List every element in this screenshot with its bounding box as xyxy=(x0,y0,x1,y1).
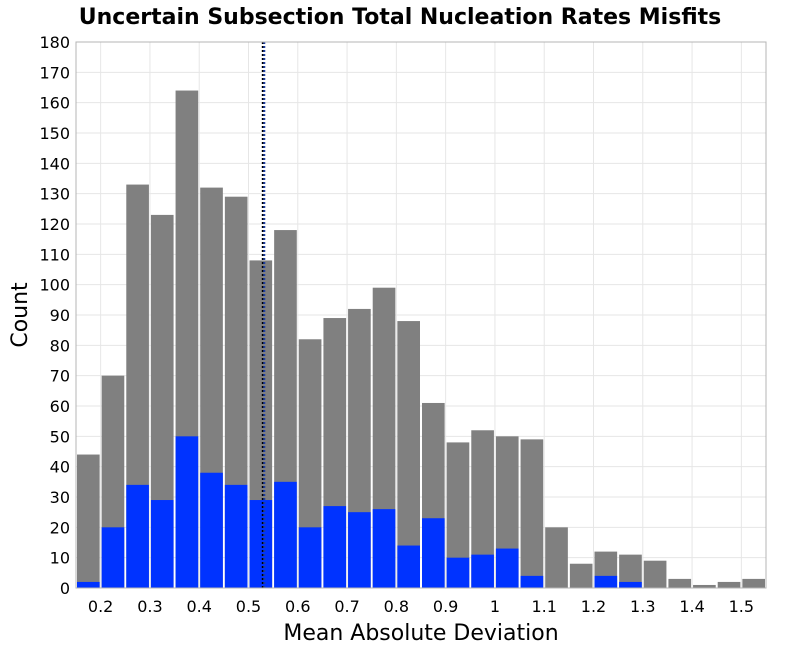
total-bar xyxy=(446,442,470,588)
y-tick-label: 140 xyxy=(39,154,70,173)
y-tick-label: 110 xyxy=(39,245,70,264)
subset-bar xyxy=(422,518,445,588)
subset-bar xyxy=(619,581,642,588)
y-tick-label: 150 xyxy=(39,124,70,143)
total-bar xyxy=(77,454,100,588)
x-tick-label: 1.2 xyxy=(581,597,606,616)
x-tick-label: 0.7 xyxy=(334,597,359,616)
y-tick-label: 20 xyxy=(50,518,70,537)
y-tick-label: 60 xyxy=(50,397,70,416)
y-axis-ticks: 0 10 20 30 40 50 60 70 80 90 100 110 120 130 140 150 160… xyxy=(39,33,70,598)
subset-bar xyxy=(372,509,396,588)
y-tick-label: 40 xyxy=(50,458,70,477)
y-tick-label: 0 xyxy=(60,579,70,598)
subset-bar xyxy=(323,506,347,588)
total-bar xyxy=(545,527,568,588)
subset-bar xyxy=(274,481,297,588)
subset-bar xyxy=(249,500,273,588)
total-bar xyxy=(717,581,741,588)
total-bar xyxy=(742,578,765,588)
total-bar xyxy=(569,563,593,588)
subset-bar xyxy=(150,500,174,588)
y-tick-label: 160 xyxy=(39,94,70,113)
total-bar xyxy=(619,554,642,588)
x-tick-label: 0.3 xyxy=(137,597,162,616)
y-tick-label: 100 xyxy=(39,276,70,295)
subset-bar xyxy=(126,484,149,588)
x-axis-ticks: 0.2 0.3 0.4 0.5 0.6 0.7 0.8 0.9 1 1.1 1.2 1.3 1.4 1.5 xyxy=(88,597,754,616)
total-bar xyxy=(471,430,494,588)
subset-bar xyxy=(298,527,322,588)
subset-bar xyxy=(446,557,470,588)
total-bar xyxy=(150,214,174,588)
x-tick-label: 0.6 xyxy=(285,597,310,616)
y-tick-label: 70 xyxy=(50,367,70,386)
total-bar xyxy=(298,339,322,588)
y-tick-label: 10 xyxy=(50,549,70,568)
subset-bar xyxy=(495,548,519,588)
subset-bar xyxy=(224,484,248,588)
x-tick-label: 1 xyxy=(490,597,500,616)
x-tick-label: 1.5 xyxy=(729,597,754,616)
total-bar xyxy=(693,584,716,588)
subset-bar xyxy=(471,554,494,588)
subset-bar xyxy=(397,545,420,588)
reference-lines xyxy=(261,42,266,588)
subset-bar xyxy=(101,527,125,588)
x-tick-label: 0.8 xyxy=(384,597,409,616)
x-tick-label: 1.4 xyxy=(679,597,704,616)
x-tick-label: 1.1 xyxy=(531,597,556,616)
subset-bar xyxy=(520,575,544,588)
y-tick-label: 130 xyxy=(39,185,70,204)
x-tick-label: 0.4 xyxy=(186,597,211,616)
x-tick-label: 0.9 xyxy=(433,597,458,616)
y-tick-label: 120 xyxy=(39,215,70,234)
x-axis-label: Mean Absolute Deviation xyxy=(283,621,558,646)
x-tick-label: 0.5 xyxy=(236,597,261,616)
subset-bar xyxy=(175,436,199,588)
subset-bar xyxy=(594,575,618,588)
y-tick-label: 30 xyxy=(50,488,70,507)
x-tick-label: 0.2 xyxy=(88,597,113,616)
total-bar xyxy=(668,578,692,588)
y-tick-label: 50 xyxy=(50,427,70,446)
subset-bar xyxy=(200,472,223,588)
y-tick-label: 90 xyxy=(50,306,70,325)
y-tick-label: 80 xyxy=(50,336,70,355)
y-tick-label: 170 xyxy=(39,63,70,82)
total-bar xyxy=(397,321,420,588)
subset-bar xyxy=(77,581,100,588)
total-bar xyxy=(643,560,667,588)
total-bar xyxy=(520,439,544,588)
y-tick-label: 180 xyxy=(39,33,70,52)
chart-title: Uncertain Subsection Total Nucleation Ra… xyxy=(79,5,721,30)
x-tick-label: 1.3 xyxy=(630,597,655,616)
plot-frame xyxy=(75,41,767,589)
subset-series xyxy=(77,436,642,588)
subset-bar xyxy=(348,512,371,588)
y-axis-label: Count xyxy=(8,282,33,348)
